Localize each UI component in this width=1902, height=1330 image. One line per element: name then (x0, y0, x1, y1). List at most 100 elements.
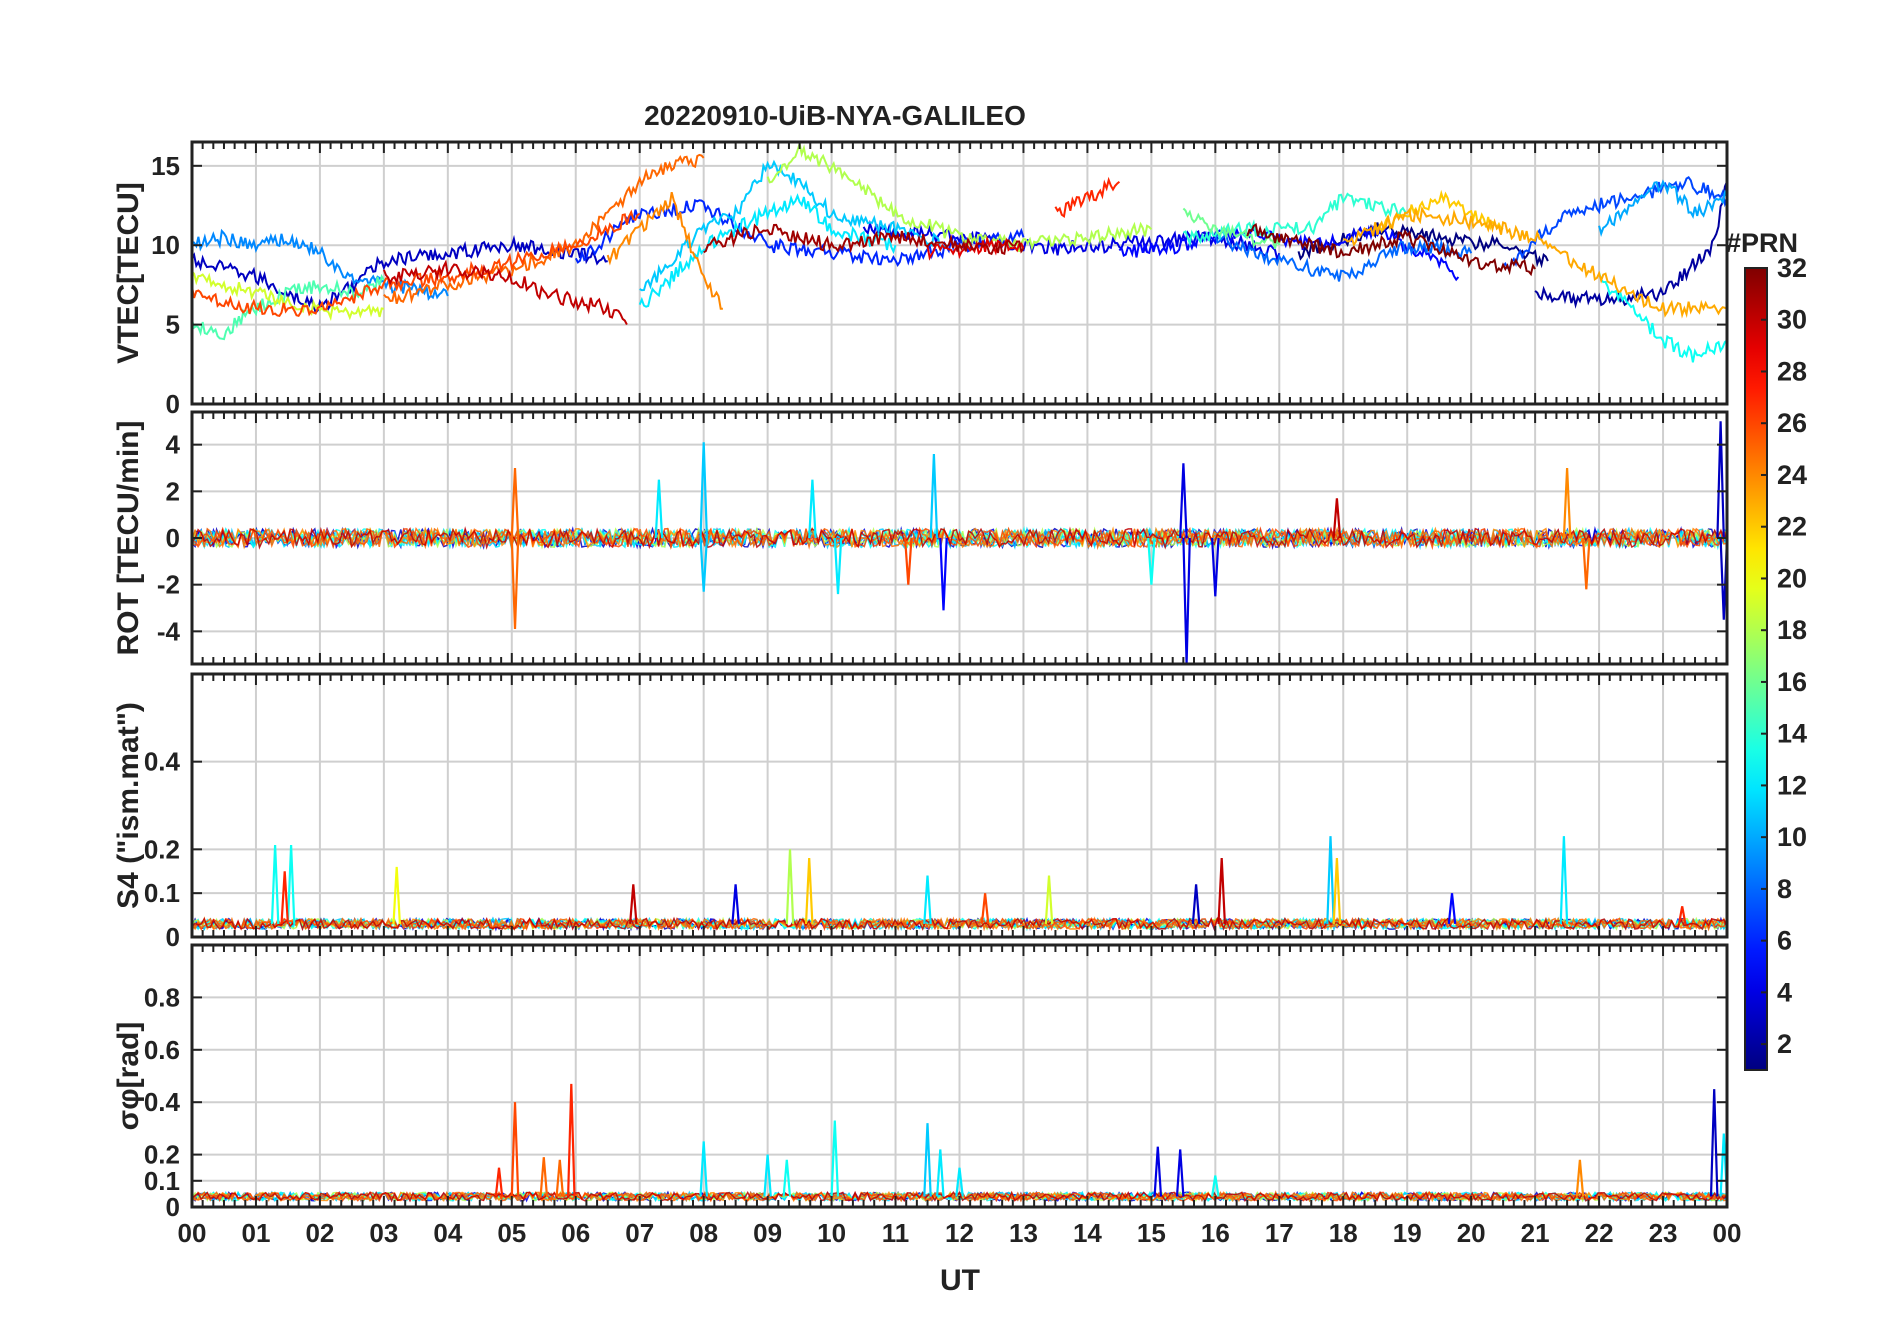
spike-prn-27 (280, 871, 289, 924)
y-tick-label: 4 (166, 430, 181, 460)
spike-prn-12 (1559, 836, 1569, 924)
x-tick-label: 04 (433, 1218, 462, 1248)
x-tick-label: 18 (1329, 1218, 1358, 1248)
colorbar-tick-label: 12 (1777, 770, 1807, 800)
colorbar-tick-label: 16 (1777, 667, 1807, 697)
x-tick-label: 15 (1137, 1218, 1166, 1248)
spike-prn-22 (1332, 858, 1342, 924)
ticks-sigma_phi (191, 945, 1728, 1208)
y-axis-label-s4: S4 ("ism.mat") (112, 702, 145, 909)
colorbar-tick-label: 18 (1777, 615, 1807, 645)
x-tick-label: 22 (1585, 1218, 1614, 1248)
vtec-series-prn-18 (766, 142, 1153, 253)
x-tick-label: 00 (178, 1218, 207, 1248)
colorbar-tick-label: 30 (1777, 305, 1807, 335)
x-tick-label: 12 (945, 1218, 974, 1248)
vtec-series-prn-23 (1343, 205, 1727, 319)
x-tick-label: 20 (1457, 1218, 1486, 1248)
spike-prn-11 (699, 442, 708, 539)
y-tick-label: 0 (166, 389, 180, 419)
spike-prn-11 (699, 537, 708, 592)
vtec-series-prn-3 (192, 234, 608, 315)
x-tick-label: 00 (1713, 1218, 1742, 1248)
y-tick-label: 0.4 (144, 747, 181, 777)
x-axis-label: UT (940, 1264, 980, 1297)
spike-prn-13 (830, 1120, 840, 1197)
y-tick-label: 0.2 (144, 834, 180, 864)
x-tick-label: 13 (1009, 1218, 1038, 1248)
series-vtec (192, 142, 1727, 363)
panel-frame (190, 943, 1729, 1209)
colorbar-tick-label: 14 (1777, 719, 1807, 749)
x-tick-label: 03 (369, 1218, 398, 1248)
vtec-series-prn-8 (1214, 232, 1473, 282)
spike-prn-25 (555, 1159, 565, 1197)
x-tick-label: 23 (1649, 1218, 1678, 1248)
spike-prn-12 (699, 1141, 708, 1197)
spike-prn-4 (1211, 537, 1220, 597)
y-tick-label: 2 (166, 476, 180, 506)
y-tick-label: -4 (157, 616, 181, 646)
y-tick-label: 0 (166, 1192, 180, 1222)
colorbar-tick-label: 20 (1777, 563, 1807, 593)
spike-prn-30 (629, 884, 638, 924)
colorbar-tick-label: 26 (1777, 408, 1807, 438)
vtec-series-prn-31 (703, 223, 1025, 256)
spike-prn-3 (1709, 1089, 1719, 1197)
spike-prn-20 (392, 866, 401, 924)
spike-prn-24 (1562, 467, 1572, 539)
colorbar-tick-label: 8 (1777, 874, 1792, 904)
y-tick-label: -2 (157, 570, 180, 600)
y-tick-label: 5 (166, 310, 180, 340)
spike-prn-26 (510, 1102, 520, 1197)
colorbar-tick-label: 2 (1777, 1029, 1792, 1059)
panel-frame (190, 672, 1729, 939)
spike-prn-5 (1447, 893, 1457, 925)
colorbar-tick-label: 32 (1777, 253, 1807, 283)
panel-sigma_phi: 00.10.2 0.4 0.6 0.8 σφ[rad] (112, 943, 1729, 1222)
spike-prn-27 (1677, 906, 1687, 925)
vtec-series-prn-13 (1598, 272, 1727, 363)
spike-prn-11 (929, 453, 939, 539)
x-tick-label: 14 (1073, 1218, 1102, 1248)
spike-prn-12 (654, 479, 664, 539)
vtec-series-prn-12 (638, 193, 897, 308)
x-tick-label: 06 (561, 1218, 590, 1248)
spike-prn-12 (763, 1154, 772, 1197)
colorbar-title: #PRN (1726, 228, 1798, 258)
vtec-series-prn-7 (1502, 175, 1727, 270)
x-tick-label: 05 (497, 1218, 526, 1248)
spike-prn-12 (923, 875, 932, 924)
y-tick-label: 0.1 (144, 1166, 180, 1196)
spike-prn-25 (510, 467, 520, 539)
vtec-series-prn-10 (1598, 179, 1727, 237)
panel-s4: 0 0.1 0.2 0.4S4 ("ism.mat") (112, 672, 1729, 952)
vtec-series-prn-27 (1054, 176, 1121, 219)
vtec-series-prn-19 (192, 270, 384, 322)
panel-frame (190, 140, 1729, 406)
spike-prn-11 (1326, 836, 1335, 924)
x-tick-labels: 00 01 02 03 04 05 06 07 08 09 10 11 12 13 14 15 16 17 18 19… (178, 1218, 1742, 1248)
series-rot (192, 421, 1727, 664)
colorbar-tick-label: 4 (1777, 977, 1792, 1007)
spike-prn-25 (1582, 537, 1591, 590)
y-tick-label: 0 (166, 922, 180, 952)
x-tick-label: 10 (817, 1218, 846, 1248)
y-tick-label: 0.6 (144, 1035, 180, 1065)
spike-prn-22 (804, 858, 814, 924)
series-s4 (192, 836, 1727, 932)
spike-prn-4 (1182, 537, 1191, 664)
noise-prn-18 (192, 526, 1727, 550)
spike-prn-26 (904, 537, 913, 585)
spike-prn-27 (567, 1083, 576, 1197)
vtec-series-prn-25 (383, 153, 705, 305)
spike-prn-26 (980, 893, 990, 925)
spike-prn-11 (923, 1123, 932, 1197)
vtec-series-prn-16 (1182, 207, 1281, 249)
vtec-series-prn-9 (192, 228, 449, 302)
y-tick-label: 10 (151, 230, 180, 260)
y-tick-label: 0.2 (144, 1140, 180, 1170)
spike-prn-12 (833, 537, 843, 595)
